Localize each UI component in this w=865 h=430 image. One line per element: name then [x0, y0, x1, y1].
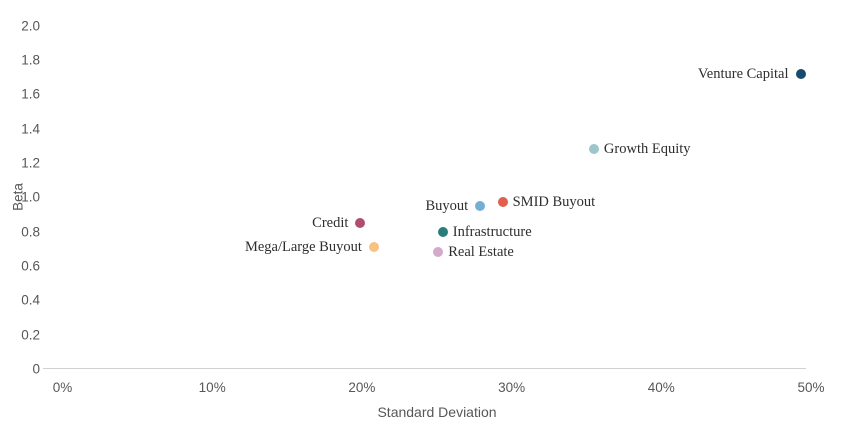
x-axis-tick-label: 40% [647, 380, 675, 395]
x-axis-line [43, 368, 806, 369]
y-axis-tick-label: 0.8 [21, 224, 40, 240]
data-point-label: Infrastructure [452, 223, 532, 240]
data-point-marker [437, 226, 448, 237]
y-axis-tick-label: 0.2 [21, 327, 40, 343]
x-axis-tick-label: 30% [498, 380, 526, 395]
x-axis-tick-label: 0% [52, 380, 73, 395]
y-axis-tick-label: 1.2 [21, 155, 40, 171]
data-point-label: Venture Capital [697, 65, 789, 82]
data-point-marker [368, 242, 379, 253]
data-point-marker [433, 247, 444, 258]
data-point-label: Buyout [425, 197, 469, 214]
y-axis-tick-label: 2.0 [21, 18, 40, 33]
x-axis-title: Standard Deviation [377, 404, 497, 420]
x-axis-tick-label: 50% [797, 380, 825, 395]
data-point-marker [497, 197, 508, 208]
y-axis-tick-label: 0.6 [21, 258, 40, 274]
y-axis-tick-label: 0.4 [21, 292, 40, 308]
data-point-marker [475, 200, 486, 211]
data-point-label: Real Estate [448, 243, 514, 260]
data-point-label: SMID Buyout [512, 194, 596, 211]
y-axis-tick-label: 1.8 [21, 52, 40, 68]
data-point-label: Growth Equity [603, 140, 691, 157]
data-point-marker [588, 144, 599, 155]
y-axis-tick-label: 1.6 [21, 86, 40, 102]
y-axis-tick-label: 1.0 [21, 189, 40, 205]
data-point-label: Credit [312, 214, 349, 231]
y-axis-tick-label: 1.4 [21, 121, 40, 137]
y-axis-tick-label: 0 [32, 361, 40, 377]
x-axis-tick-label: 20% [348, 380, 376, 395]
data-point-marker [795, 68, 806, 79]
x-axis-tick-label: 10% [198, 380, 226, 395]
data-point-marker [355, 218, 366, 228]
data-point-label: Mega/Large Buyout [244, 238, 362, 255]
